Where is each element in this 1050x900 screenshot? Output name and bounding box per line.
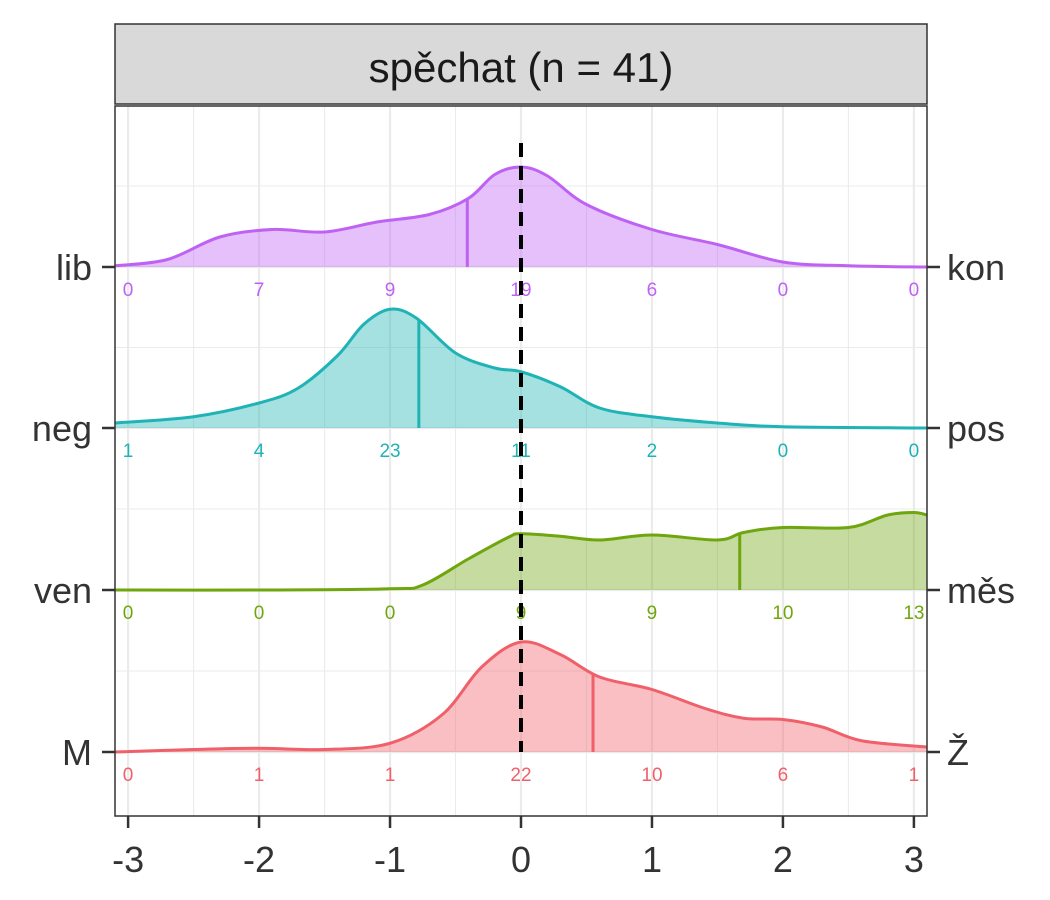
count-label: 7: [254, 280, 265, 301]
x-tick-label: -2: [243, 839, 275, 880]
right-axis-label: měs: [947, 570, 1015, 611]
density-line: [114, 510, 928, 592]
count-label: 0: [909, 441, 920, 462]
count-label: 1: [254, 765, 265, 786]
count-label: 0: [123, 765, 134, 786]
density-area: [115, 309, 927, 428]
right-axis-label: Ž: [947, 732, 969, 773]
count-label: 1: [123, 441, 134, 462]
count-label: 9: [385, 280, 396, 301]
count-label: 0: [778, 441, 789, 462]
count-label: 0: [385, 603, 396, 624]
density-line: [114, 307, 928, 430]
left-axis-label: lib: [56, 247, 92, 288]
count-label: 0: [778, 280, 789, 301]
count-label: 22: [510, 765, 531, 786]
x-tick-label: 1: [642, 839, 662, 880]
x-tick-label: -3: [112, 839, 144, 880]
x-tick-label: 3: [904, 839, 924, 880]
right-axis-label: kon: [947, 247, 1005, 288]
count-label: 0: [909, 280, 920, 301]
left-axis-label: M: [62, 732, 92, 773]
count-label: 23: [379, 441, 400, 462]
count-label: 1: [385, 765, 396, 786]
count-label: 0: [123, 280, 134, 301]
count-label: 4: [254, 441, 265, 462]
ridge-neg-pos: 142311200: [114, 307, 928, 462]
count-label: 0: [254, 603, 265, 624]
count-label: 6: [647, 280, 658, 301]
count-label: 1: [909, 765, 920, 786]
count-label: 0: [123, 603, 134, 624]
count-label: 9: [647, 603, 658, 624]
x-tick-label: 0: [511, 839, 531, 880]
chart-title: spěchat (n = 41): [369, 44, 674, 91]
facet-strip: [114, 23, 928, 105]
x-tick-label: 2: [773, 839, 793, 880]
x-tick-label: -1: [374, 839, 406, 880]
count-label: 10: [641, 765, 662, 786]
left-axis-label: neg: [32, 408, 92, 449]
count-label: 13: [903, 603, 924, 624]
count-label: 10: [772, 603, 793, 624]
left-axis-label: ven: [34, 570, 92, 611]
right-axis-label: pos: [947, 408, 1005, 449]
count-label: 2: [647, 441, 658, 462]
count-label: 6: [778, 765, 789, 786]
density-area: [115, 512, 927, 591]
density-line: [114, 640, 928, 754]
density-line: [114, 165, 928, 269]
